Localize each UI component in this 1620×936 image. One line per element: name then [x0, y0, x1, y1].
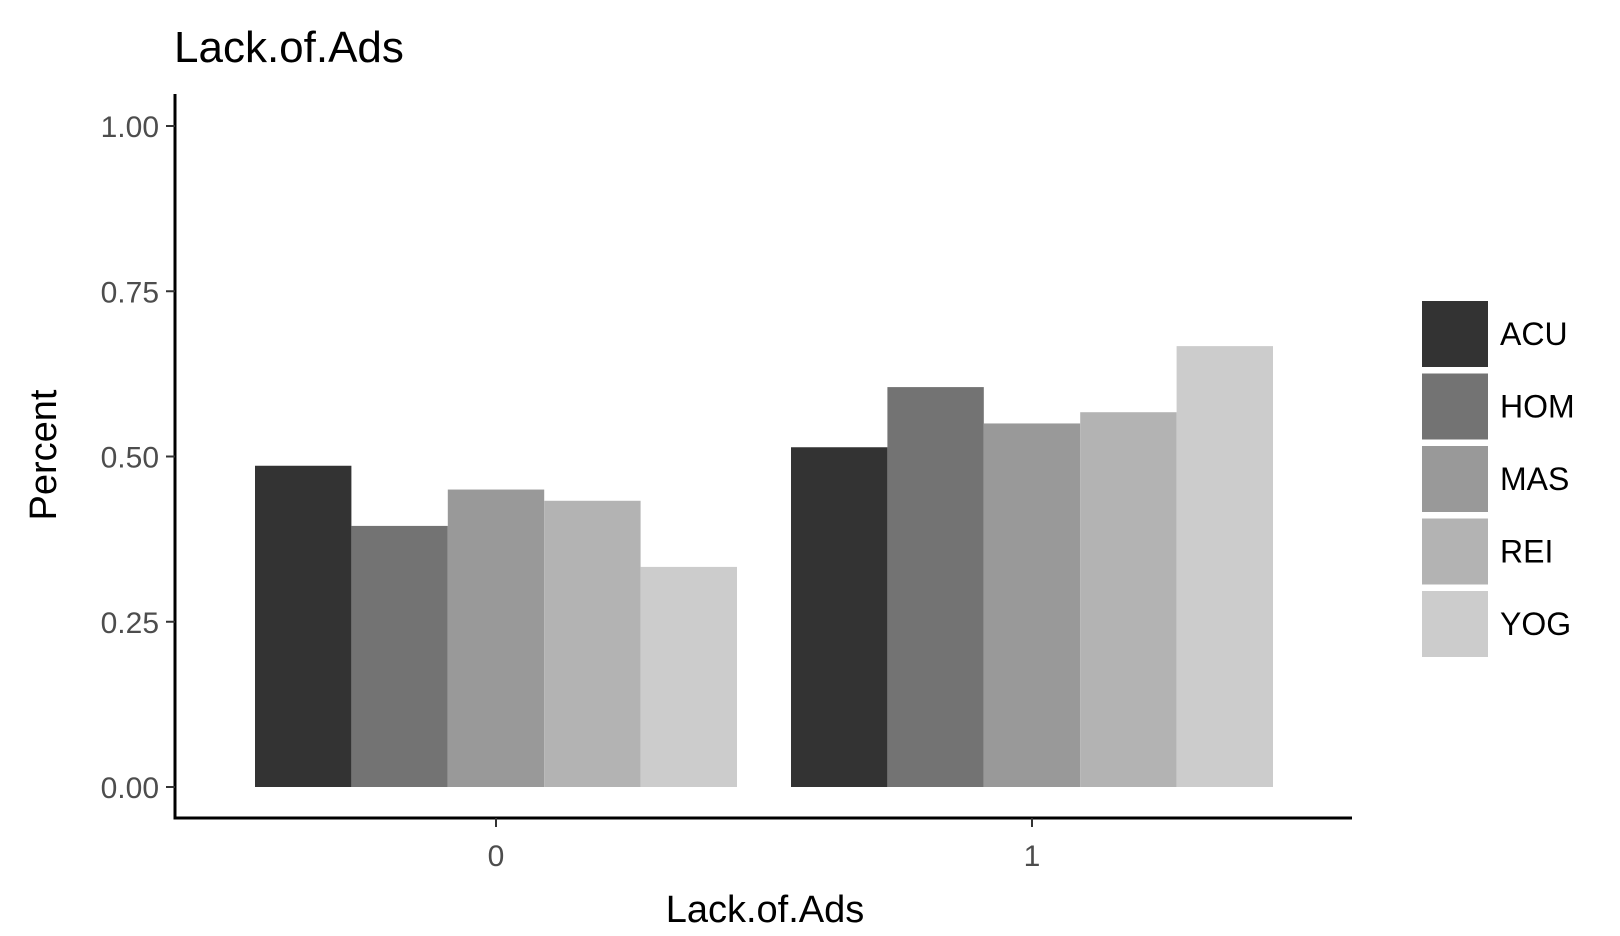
bar-hom-0: [351, 525, 448, 787]
legend-label-rei: REI: [1500, 534, 1553, 570]
legend-label-acu: ACU: [1500, 316, 1568, 352]
y-tick-label: 0.75: [101, 276, 159, 309]
bar-acu-1: [791, 447, 888, 787]
x-axis-title: Lack.of.Ads: [666, 889, 865, 931]
bar-rei-0: [544, 500, 641, 787]
x-tick-label: 0: [488, 840, 505, 873]
y-tick-label: 0.00: [101, 772, 159, 805]
x-tick-label: 1: [1024, 840, 1041, 873]
bar-mas-1: [983, 423, 1081, 787]
legend-key-yog: [1422, 591, 1488, 657]
legend: ACU HOM MAS REI YOG: [1422, 301, 1575, 657]
chart-title: Lack.of.Ads: [174, 23, 404, 72]
legend-key-acu: [1422, 301, 1488, 367]
bar-rei-1: [1080, 412, 1177, 787]
legend-label-mas: MAS: [1500, 461, 1569, 497]
y-axis: 0.00 0.25 0.50 0.75 1.00: [101, 94, 177, 820]
bar-yog-1: [1176, 346, 1273, 787]
bar-yog-0: [640, 566, 737, 787]
y-tick-label: 0.25: [101, 607, 159, 640]
bar-hom-1: [887, 387, 984, 787]
y-axis-title: Percent: [23, 389, 65, 520]
legend-label-yog: YOG: [1500, 606, 1571, 642]
bar-mas-0: [447, 489, 545, 787]
legend-key-hom: [1422, 373, 1488, 440]
y-tick-label: 0.50: [101, 442, 159, 475]
bars-group: [255, 346, 1273, 787]
bar-acu-0: [255, 465, 352, 787]
legend-key-mas: [1422, 446, 1488, 512]
y-tick-label: 1.00: [101, 111, 159, 144]
legend-label-hom: HOM: [1500, 389, 1575, 425]
legend-key-rei: [1422, 518, 1488, 585]
